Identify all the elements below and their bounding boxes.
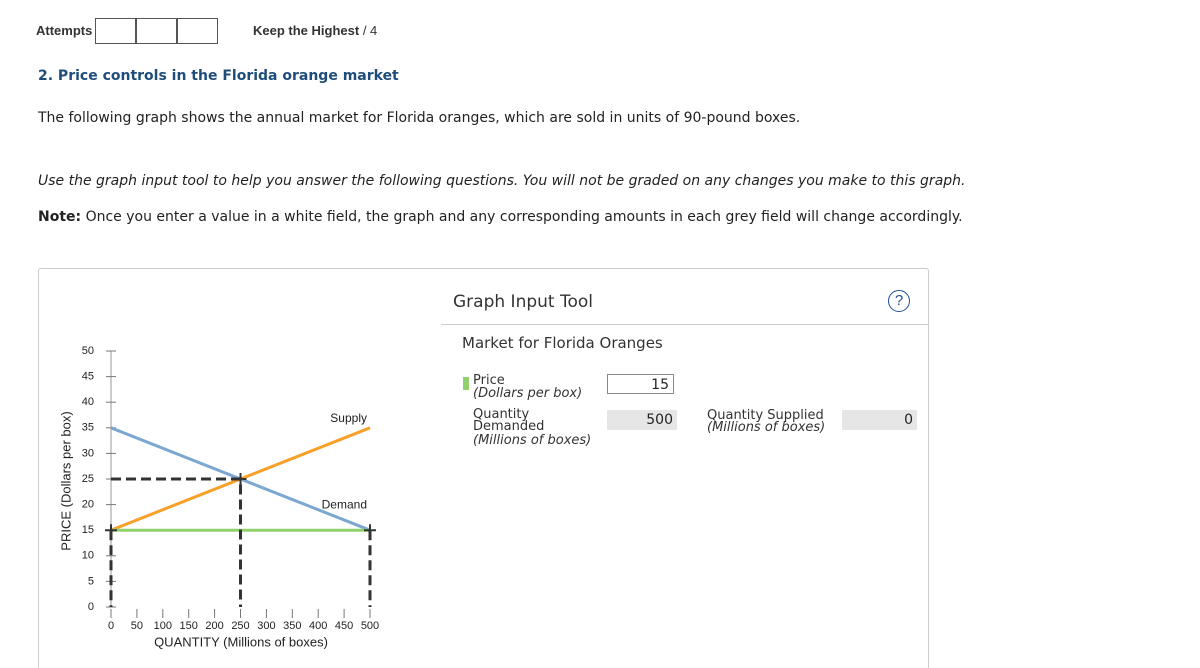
keep-value: / 4 [362, 23, 378, 38]
intro: The following graph shows the annual mar… [38, 110, 801, 126]
attempt-box [136, 18, 177, 44]
attempt-box [177, 18, 218, 44]
field-label: Quantity Demanded [473, 407, 545, 434]
y-tick-label: 10 [82, 550, 94, 562]
quantity-demanded-field: 500 [607, 410, 677, 430]
x-tick-label: 450 [335, 620, 353, 632]
keep-label: Keep the Highest [253, 23, 360, 38]
field-unit: (Dollars per box) [473, 386, 583, 401]
y-tick-label: 35 [82, 422, 94, 434]
x-tick-label: 50 [131, 620, 143, 632]
y-tick-label: 20 [82, 499, 94, 511]
series-label: Supply [330, 411, 367, 425]
y-axis-label: PRICE (Dollars per box) [58, 411, 73, 550]
point-marker [364, 524, 376, 537]
attempt-box [95, 18, 136, 44]
x-tick-label: 200 [205, 620, 223, 632]
y-tick-label: 25 [82, 473, 94, 485]
x-tick-label: 0 [108, 620, 114, 632]
question-title: 2. Price controls in the Florida orange … [38, 68, 399, 84]
y-tick-label: 5 [88, 575, 94, 587]
tool-subtitle: Market for Florida Oranges [462, 334, 663, 352]
y-tick-label: 45 [82, 371, 94, 383]
quantity-supplied-field: 0 [842, 410, 917, 430]
attempts-label: Attempts [36, 23, 93, 38]
x-tick-label: 250 [231, 620, 249, 632]
price-swatch [463, 377, 469, 390]
field-label: Quantity Supplied [707, 408, 824, 423]
instruction: Use the graph input tool to help you ans… [38, 173, 966, 189]
field-unit: (Millions of boxes) [473, 433, 592, 448]
note-label: Note: [38, 209, 82, 225]
y-tick-label: 15 [82, 524, 94, 536]
panel [38, 268, 929, 668]
x-tick-label: 300 [257, 620, 275, 632]
y-tick-label: 40 [82, 396, 94, 408]
y-tick-label: 0 [88, 601, 94, 613]
x-tick-label: 500 [361, 620, 379, 632]
point-marker [234, 473, 247, 485]
field-unit: (Millions of boxes) [707, 420, 826, 435]
y-tick-label: 50 [82, 345, 94, 357]
tool-divider [441, 324, 929, 325]
x-tick-label: 350 [283, 620, 301, 632]
x-tick-label: 100 [154, 620, 172, 632]
x-tick-label: 150 [180, 620, 198, 632]
y-tick-label: 30 [82, 447, 94, 459]
x-axis-label: QUANTITY (Millions of boxes) [154, 634, 328, 649]
field-label: Price [473, 373, 505, 388]
chart: PRICE (Dollars per box) QUANTITY (Millio… [58, 345, 379, 650]
price-input[interactable]: 15 [607, 374, 674, 394]
point-marker [105, 524, 117, 537]
tool-title: Graph Input Tool [453, 292, 593, 312]
x-tick-label: 400 [309, 620, 327, 632]
help-button[interactable]: ? [888, 290, 910, 312]
series-label: Demand [322, 497, 367, 511]
note-text: Once you enter a value in a white field,… [85, 209, 963, 225]
guide-line [111, 477, 242, 607]
